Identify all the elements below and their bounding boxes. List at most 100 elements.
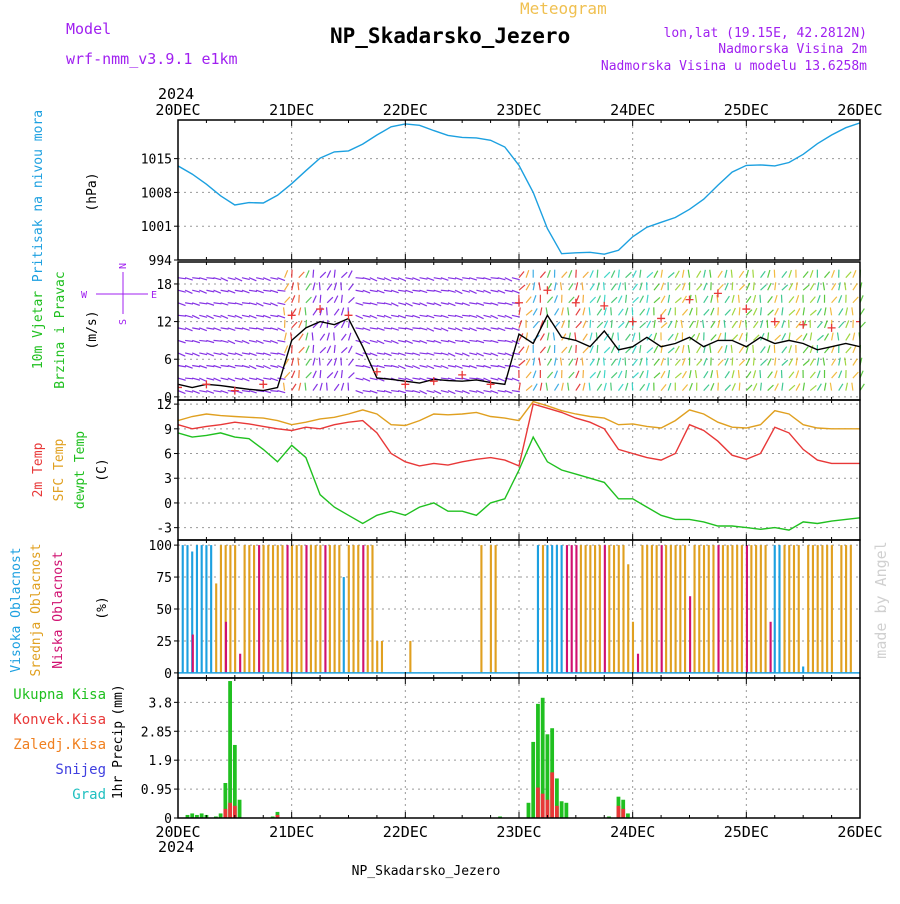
clouds-bar-srednja-oblacnost — [376, 641, 378, 673]
clouds-bar-srednja-oblacnost — [765, 545, 767, 673]
pressure-ytick-label: 1015 — [141, 153, 172, 168]
clouds-bar-visoka-oblacnost — [182, 545, 184, 673]
precip-bar-konvek-kisa — [228, 803, 232, 818]
clouds-bar-srednja-oblacnost — [840, 545, 842, 673]
clouds-bar-srednja-oblacnost — [490, 545, 492, 673]
clouds-ytick-label: 0 — [164, 667, 172, 682]
wind-arrow — [462, 315, 470, 316]
clouds-bar-srednja-oblacnost — [627, 564, 629, 673]
wind-arrow — [469, 378, 477, 379]
wind-arrow — [270, 391, 278, 392]
clouds-bar-srednja-oblacnost — [783, 545, 785, 673]
wind-arrow — [498, 340, 506, 341]
wind-arrow — [618, 332, 619, 340]
clouds-bar-srednja-oblacnost — [755, 545, 757, 673]
meteogram-subtitle: Meteogram — [520, 0, 607, 18]
wind-arrow — [491, 278, 499, 279]
clouds-bar-srednja-oblacnost — [229, 545, 231, 673]
clouds-ytick-label: 75 — [156, 571, 172, 586]
precip-bar-konvek-kisa — [617, 806, 621, 818]
footer-station-name: NP_Skadarsko_Jezero — [352, 864, 501, 879]
clouds-bar-srednja-oblacnost — [357, 545, 359, 673]
clouds-bar-srednja-oblacnost — [371, 545, 373, 673]
clouds-bar-srednja-oblacnost — [291, 545, 293, 673]
wind-arrow — [405, 391, 413, 392]
precip-bar-ukupna-kisa — [228, 681, 232, 818]
clouds-bar-srednja-oblacnost — [480, 545, 482, 673]
cloud-ylabel-low: Niska Oblacnost — [51, 551, 66, 668]
temp-ylabel-sfc: SFC Temp — [52, 439, 67, 502]
precip-bar-konvek-kisa — [621, 809, 625, 818]
wind-arrow — [732, 282, 733, 290]
clouds-bar-srednja-oblacnost — [693, 545, 695, 673]
wind-arrow — [746, 320, 747, 328]
clouds-bar-visoka-oblacnost — [205, 545, 207, 673]
clouds-bar-niska-oblacnost — [575, 545, 577, 673]
wind-arrow — [761, 383, 762, 391]
clouds-bar-niska-oblacnost — [770, 622, 772, 673]
clouds-bar-srednja-oblacnost — [281, 545, 283, 673]
wind-arrow — [739, 307, 740, 315]
time-label-bottom: 26DEC — [837, 823, 882, 841]
wind-arrow — [597, 270, 598, 278]
wind-ytick-label: 12 — [156, 316, 172, 331]
clouds-bar-niska-oblacnost — [637, 654, 639, 673]
time-label-top: 25DEC — [724, 101, 769, 119]
clouds-ytick-label: 25 — [156, 635, 172, 650]
clouds-bar-srednja-oblacnost — [613, 545, 615, 673]
wind-arrow — [753, 358, 754, 366]
precip-bar-ukupna-kisa — [560, 801, 564, 818]
clouds-bar-srednja-oblacnost — [310, 545, 312, 673]
wind-arrow — [738, 295, 739, 303]
precip-bar-ukupna-kisa — [564, 803, 568, 818]
wind-legend-e: E — [151, 290, 157, 301]
clouds-bar-visoka-oblacnost — [802, 667, 804, 673]
clouds-bar-srednja-oblacnost — [244, 545, 246, 673]
lonlat-label: lon,lat (19.15E, 42.2812N) — [664, 26, 868, 41]
wind-arrow — [753, 270, 754, 278]
clouds-ytick-label: 50 — [156, 603, 172, 618]
clouds-bar-srednja-oblacnost — [608, 545, 610, 673]
wind-arrow — [731, 345, 732, 353]
wind-arrow — [753, 345, 754, 353]
clouds-bar-visoka-oblacnost — [343, 577, 345, 673]
wind-arrow — [412, 328, 420, 329]
clouds-bar-srednja-oblacnost — [585, 545, 587, 673]
clouds-bar-niska-oblacnost — [689, 596, 691, 673]
temperature-ytick-label: 0 — [164, 497, 172, 512]
wind-arrow — [214, 340, 222, 341]
temperature-ytick-label: 6 — [164, 448, 172, 463]
clouds-bar-srednja-oblacnost — [495, 545, 497, 673]
page-title: NP_Skadarsko_Jezero — [330, 24, 570, 48]
clouds-bar-srednja-oblacnost — [760, 545, 762, 673]
clouds-bar-srednja-oblacnost — [736, 545, 738, 673]
wind-arrow — [305, 307, 306, 315]
clouds-bar-niska-oblacnost — [571, 545, 573, 673]
wind-arrow — [242, 303, 250, 304]
clouds-bar-srednja-oblacnost — [599, 545, 601, 673]
legend-conv-rain: Konvek.Kisa — [13, 712, 106, 728]
wind-ylabel-unit: (m/s) — [85, 310, 100, 349]
wind-arrow — [313, 345, 314, 353]
wind-arrow — [611, 383, 612, 391]
clouds-bar-srednja-oblacnost — [594, 545, 596, 673]
wind-arrow — [731, 270, 732, 278]
time-label-bottom: 23DEC — [496, 823, 541, 841]
watermark: made by Angel — [872, 541, 890, 658]
wind-arrow — [178, 315, 186, 316]
wind-arrow — [760, 370, 761, 378]
model-label: Model — [66, 20, 111, 38]
wind-arrow — [206, 278, 214, 279]
clouds-bar-srednja-oblacnost — [675, 545, 677, 673]
clouds-bar-srednja-oblacnost — [641, 545, 643, 673]
clouds-bar-srednja-oblacnost — [798, 545, 800, 673]
wind-arrow — [312, 332, 313, 340]
wind-arrow — [760, 295, 761, 303]
legend-snow: Snijeg — [55, 762, 106, 778]
wind-arrow — [434, 353, 442, 354]
wind-arrow — [618, 270, 619, 278]
precip-ytick-label: 0.95 — [141, 783, 172, 798]
wind-arrow — [611, 307, 612, 315]
temp-ylabel-dew: dewpt Temp — [73, 431, 88, 509]
